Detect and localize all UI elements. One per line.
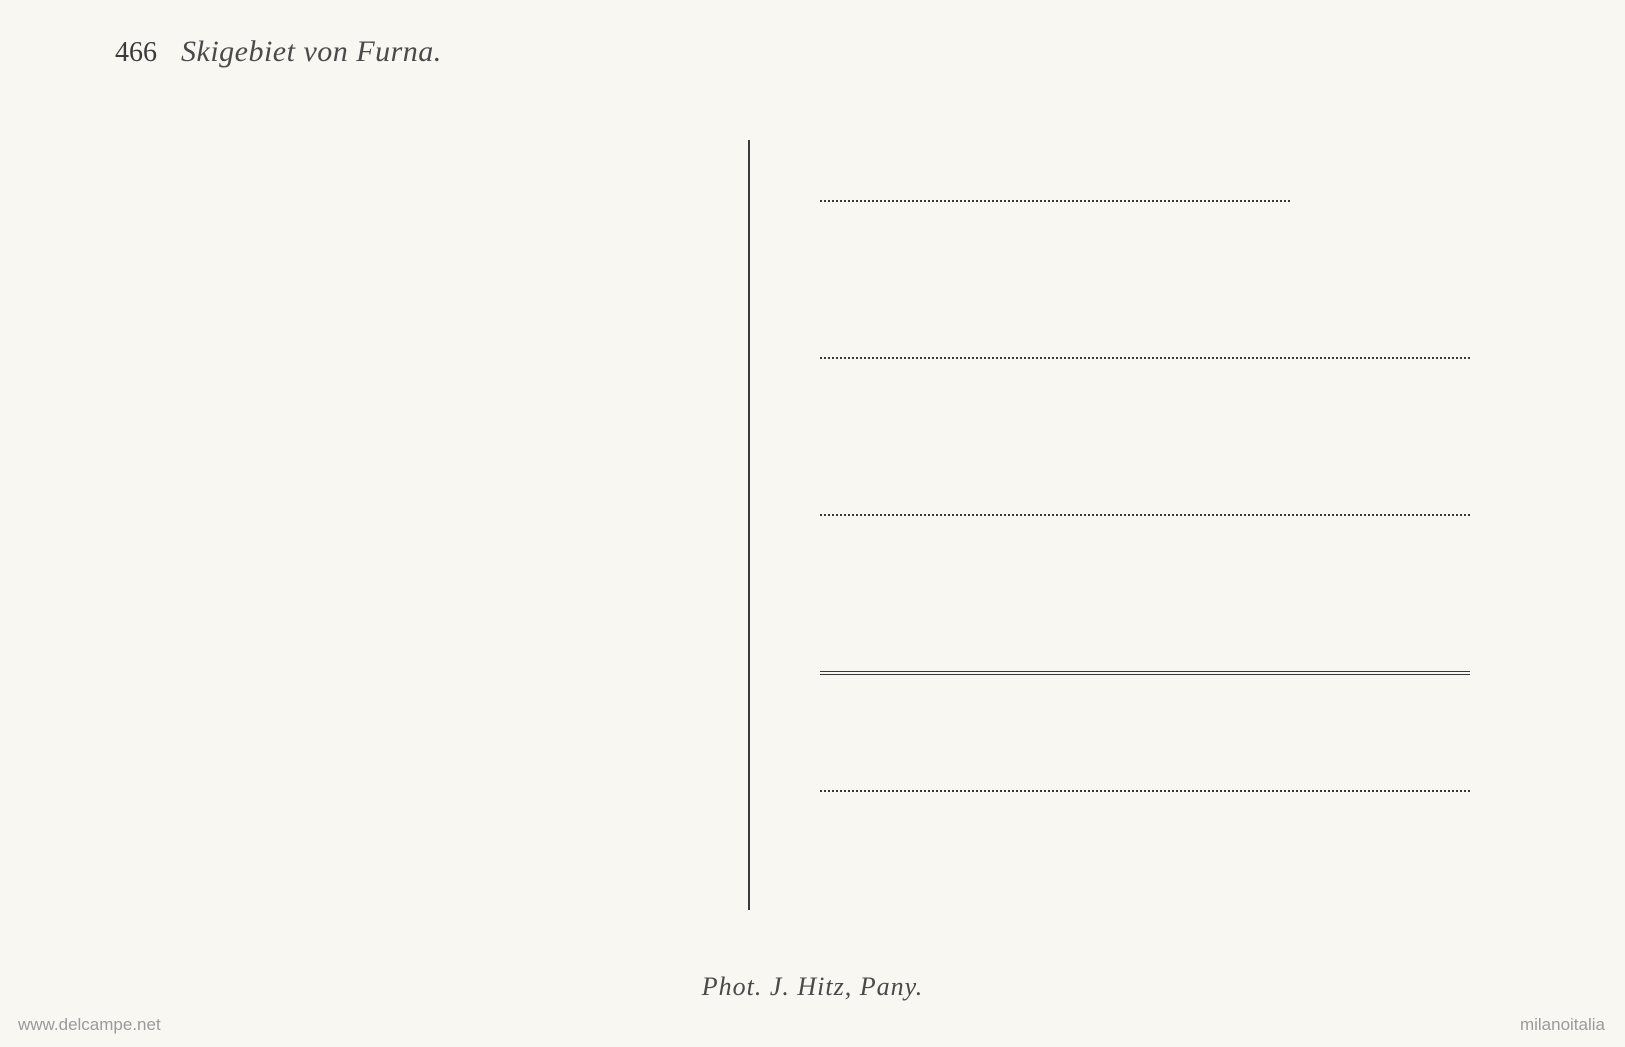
address-line-4 [820, 671, 1470, 675]
postcard-back: 466 Skigebiet von Furna. Phot. J. Hitz, … [0, 0, 1625, 1047]
address-line-3 [820, 514, 1470, 516]
card-number: 466 [115, 37, 157, 69]
postcard-header: 466 Skigebiet von Furna. [115, 35, 442, 69]
card-title: Skigebiet von Furna. [181, 35, 442, 69]
photographer-credit: Phot. J. Hitz, Pany. [702, 972, 923, 1002]
watermark-source: www.delcampe.net [18, 1015, 161, 1035]
watermark-seller: milanoitalia [1520, 1015, 1605, 1035]
address-area [820, 200, 1470, 792]
address-line-5 [820, 790, 1470, 792]
address-line-2 [820, 357, 1470, 359]
center-divider [748, 140, 750, 910]
address-line-1 [820, 200, 1290, 202]
